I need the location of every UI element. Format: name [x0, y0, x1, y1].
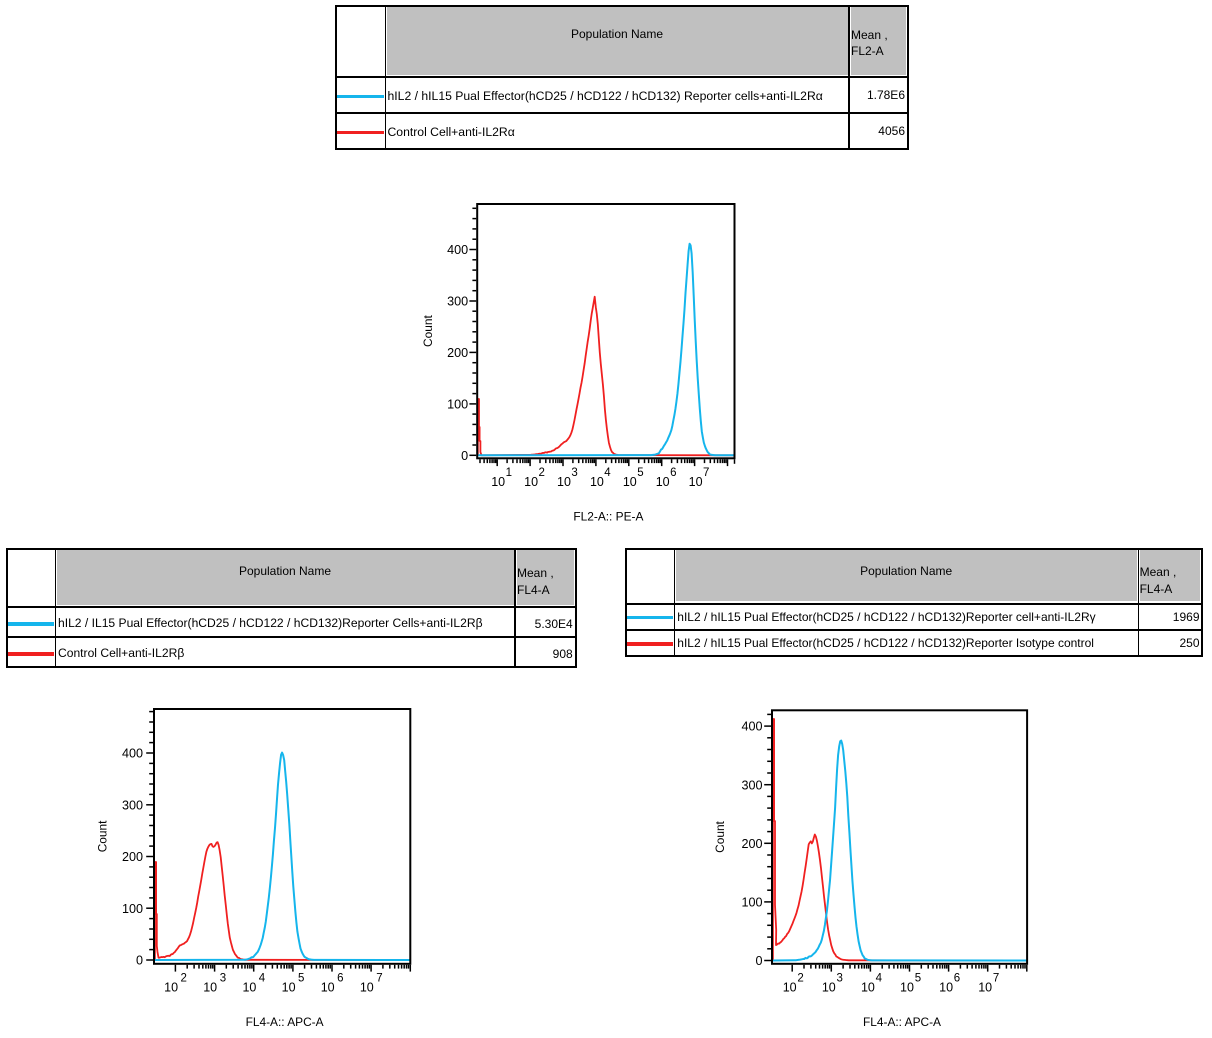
svg-text:10: 10 [900, 981, 914, 995]
svg-text:10: 10 [822, 981, 836, 995]
svg-text:200: 200 [447, 346, 468, 360]
svg-text:400: 400 [447, 243, 468, 257]
svg-text:0: 0 [136, 954, 143, 968]
svg-text:7: 7 [993, 973, 999, 985]
svg-text:10: 10 [491, 475, 505, 489]
svg-text:FL4-A:: APC-A: FL4-A:: APC-A [246, 1015, 324, 1029]
svg-text:10: 10 [590, 475, 604, 489]
svg-text:3: 3 [220, 973, 226, 985]
svg-text:2: 2 [181, 973, 187, 985]
svg-text:10: 10 [623, 475, 637, 489]
svg-text:6: 6 [954, 973, 960, 985]
svg-text:300: 300 [447, 295, 468, 309]
svg-text:3: 3 [837, 973, 843, 985]
svg-text:FL2-A:: PE-A: FL2-A:: PE-A [573, 510, 643, 524]
svg-text:1: 1 [506, 467, 512, 479]
svg-text:100: 100 [122, 902, 143, 916]
svg-text:10: 10 [783, 981, 797, 995]
svg-text:10: 10 [524, 475, 538, 489]
svg-text:4: 4 [876, 973, 883, 985]
svg-text:Count: Count [713, 820, 727, 852]
svg-text:10: 10 [861, 981, 875, 995]
svg-text:Count: Count [95, 820, 109, 852]
svg-text:200: 200 [741, 837, 762, 851]
svg-text:10: 10 [978, 981, 992, 995]
svg-text:7: 7 [376, 973, 382, 985]
svg-text:Count: Count [421, 315, 435, 347]
svg-text:2: 2 [797, 973, 803, 985]
svg-text:10: 10 [557, 475, 571, 489]
svg-text:0: 0 [755, 954, 762, 968]
svg-text:10: 10 [203, 981, 217, 995]
svg-text:4: 4 [604, 467, 611, 479]
svg-text:0: 0 [461, 449, 468, 463]
svg-text:10: 10 [689, 475, 703, 489]
svg-text:6: 6 [670, 467, 676, 479]
svg-text:10: 10 [282, 981, 296, 995]
svg-text:400: 400 [122, 747, 143, 761]
svg-text:10: 10 [939, 981, 953, 995]
svg-text:300: 300 [741, 778, 762, 792]
svg-text:10: 10 [360, 981, 374, 995]
svg-text:10: 10 [164, 981, 178, 995]
svg-text:200: 200 [122, 850, 143, 864]
svg-text:10: 10 [242, 981, 256, 995]
svg-text:5: 5 [915, 973, 921, 985]
svg-text:6: 6 [337, 973, 343, 985]
svg-text:400: 400 [741, 720, 762, 734]
svg-text:7: 7 [703, 467, 709, 479]
svg-text:2: 2 [539, 467, 545, 479]
svg-text:300: 300 [122, 798, 143, 812]
svg-text:100: 100 [447, 398, 468, 412]
svg-text:4: 4 [259, 973, 266, 985]
svg-text:5: 5 [298, 973, 304, 985]
svg-text:3: 3 [571, 467, 577, 479]
svg-text:FL4-A:: APC-A: FL4-A:: APC-A [863, 1015, 941, 1029]
svg-text:100: 100 [741, 896, 762, 910]
svg-text:10: 10 [321, 981, 335, 995]
svg-text:5: 5 [637, 467, 643, 479]
svg-text:10: 10 [656, 475, 670, 489]
